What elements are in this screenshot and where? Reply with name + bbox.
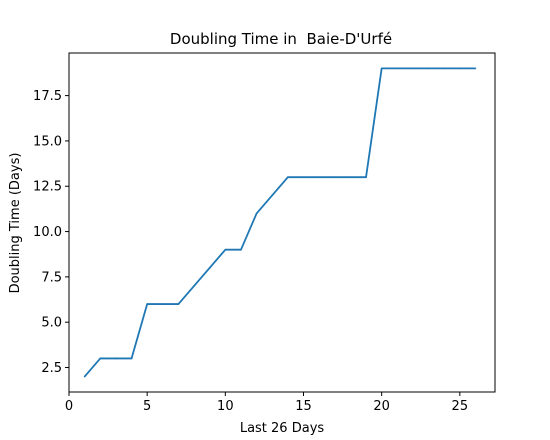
y-tick-label: 5.0	[41, 316, 62, 331]
data-point	[427, 67, 430, 70]
data-point	[287, 176, 289, 178]
data-point	[224, 248, 227, 251]
data-point	[380, 67, 383, 70]
y-tick-label: 17.5	[33, 89, 62, 104]
y-tick-label: 7.5	[41, 270, 62, 285]
data-point	[240, 248, 242, 251]
data-point	[459, 67, 461, 70]
data-point	[443, 67, 445, 70]
series-points	[83, 67, 477, 378]
y-tick-label: 15.0	[33, 134, 62, 149]
data-point	[318, 176, 320, 178]
x-tick-label: 25	[452, 399, 469, 414]
data-point	[208, 267, 211, 269]
y-tick-label: 12.5	[33, 180, 62, 195]
data-point	[99, 357, 102, 360]
data-point	[146, 303, 148, 305]
data-point	[474, 67, 477, 70]
data-point	[302, 176, 305, 178]
x-tick-label: 0	[65, 399, 73, 414]
x-tick-label: 10	[217, 399, 234, 414]
y-tick-label: 10.0	[33, 225, 62, 240]
data-point	[177, 303, 180, 305]
data-point	[349, 176, 352, 178]
y-axis-label: Doubling Time (Days)	[8, 153, 23, 294]
data-point	[83, 375, 86, 378]
data-point	[412, 67, 414, 70]
x-tick-label: 5	[143, 399, 151, 414]
series-line	[83, 67, 476, 378]
x-axis-label: Last 26 Days	[240, 421, 325, 436]
plot-area: 0 5 10 15 20 25 2.5 5.0 7.5 10.0 12.5 15.0 17.5	[33, 52, 496, 414]
data-point	[271, 194, 274, 197]
data-point	[130, 357, 133, 360]
data-point	[193, 285, 195, 287]
x-tick-label: 20	[373, 399, 390, 414]
y-tick-label: 2.5	[41, 361, 62, 376]
x-tick-label: 15	[295, 399, 312, 414]
data-point	[396, 67, 399, 70]
data-point	[161, 303, 164, 305]
axes-frame	[68, 52, 496, 393]
x-axis: 0 5 10 15 20 25	[65, 392, 468, 414]
data-point	[115, 357, 117, 360]
data-point	[255, 212, 258, 215]
y-axis: 2.5 5.0 7.5 10.0 12.5 15.0 17.5	[33, 89, 69, 376]
data-point	[365, 176, 367, 178]
data-point	[333, 176, 336, 178]
chart-title: Doubling Time in Baie-D'Urfé	[170, 30, 392, 48]
